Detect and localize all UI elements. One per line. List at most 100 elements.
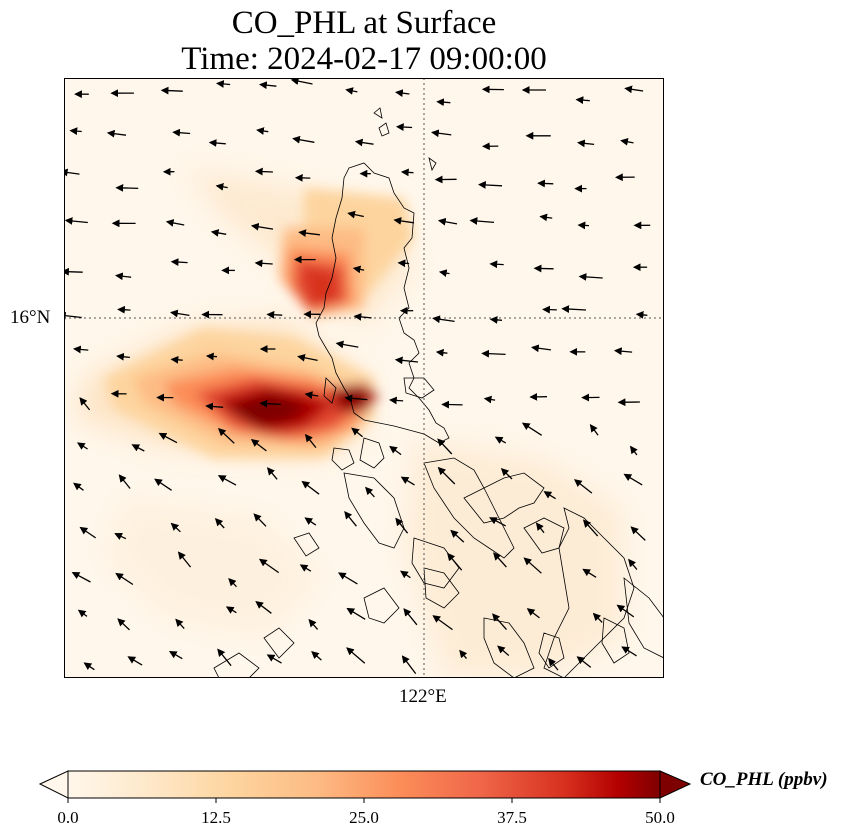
- wind-arrow: [394, 356, 419, 365]
- wind-arrow: [217, 475, 237, 486]
- wind-arrow: [483, 395, 496, 404]
- wind-arrow: [616, 604, 635, 618]
- wind-arrow: [71, 571, 91, 583]
- wind-arrow: [630, 526, 646, 541]
- wind-arrow: [259, 399, 281, 408]
- wind-arrow: [255, 601, 272, 614]
- wind-arrow: [400, 476, 415, 486]
- wind-arrow: [537, 179, 554, 188]
- wind-arrow: [389, 396, 404, 405]
- wind-arrow: [172, 128, 191, 137]
- wind-arrow: [64, 217, 88, 225]
- colorbar-tick-marks: [67, 798, 661, 803]
- wind-arrow: [301, 480, 320, 495]
- coastlines: [213, 107, 664, 678]
- wind-arrow: [469, 217, 495, 225]
- wind-arrow: [214, 518, 225, 529]
- wind-arrow: [106, 129, 127, 138]
- wind-arrow: [225, 606, 237, 614]
- wind-arrow: [624, 85, 644, 94]
- wind-arrow: [115, 272, 132, 281]
- wind-arrow: [395, 89, 410, 98]
- wind-arrow: [116, 352, 130, 361]
- wind-arrow: [344, 510, 357, 527]
- wind-arrow: [395, 123, 413, 131]
- wind-arrow: [353, 313, 372, 321]
- wind-arrow: [437, 466, 456, 485]
- wind-arrow: [175, 618, 185, 629]
- wind-arrow: [621, 646, 637, 657]
- wind-arrow: [259, 81, 277, 90]
- wind-arrow: [542, 305, 557, 314]
- wind-arrow: [497, 645, 510, 656]
- wind-arrow: [582, 568, 597, 578]
- wind-arrow: [577, 221, 590, 230]
- wind-arrow: [481, 349, 506, 358]
- wind-arrow: [521, 422, 543, 436]
- wind-arrow: [578, 273, 603, 281]
- wind-arrow: [403, 608, 418, 626]
- colorbar-extend-max: [659, 770, 692, 799]
- wind-arrow: [489, 517, 507, 527]
- wind-arrow: [77, 609, 88, 618]
- wind-arrow: [573, 479, 593, 494]
- wind-arrow: [117, 305, 131, 314]
- wind-arrow: [535, 522, 545, 534]
- lon-tick-label: 122°E: [399, 686, 447, 707]
- wind-arrow: [400, 168, 414, 177]
- wind-arrow: [432, 315, 455, 324]
- wind-arrow: [250, 439, 267, 452]
- wind-arrow: [217, 648, 232, 667]
- wind-arrow: [620, 137, 634, 146]
- wind-arrow: [523, 557, 542, 574]
- wind-arrow: [118, 474, 131, 489]
- wind-arrow: [168, 650, 183, 660]
- wind-arrow: [115, 572, 134, 586]
- colorbar-gradient: [67, 770, 661, 799]
- wind-arrow: [395, 517, 409, 534]
- wind-arrow: [539, 213, 553, 222]
- wind-arrow: [437, 217, 458, 226]
- wind-arrow: [114, 532, 127, 541]
- wind-arrow: [582, 519, 599, 537]
- wind-arrow: [543, 491, 556, 500]
- map-title-line1: CO_PHL at Surface: [231, 5, 497, 41]
- wind-arrow: [335, 340, 359, 349]
- wind-arrow: [304, 391, 319, 399]
- wind-arrow: [623, 473, 643, 486]
- wind-arrow: [450, 529, 465, 543]
- gridlines: [64, 78, 664, 678]
- wind-arrow: [576, 656, 592, 668]
- wind-arrow: [492, 613, 507, 631]
- wind-arrow: [629, 445, 638, 456]
- wind-arrow: [304, 517, 317, 526]
- wind-arrow: [228, 577, 237, 588]
- colorbar: [38, 770, 692, 803]
- wind-arrow: [158, 432, 178, 444]
- wind-arrow: [344, 394, 368, 403]
- wind-arrow: [127, 656, 143, 666]
- wind-arrow: [266, 467, 278, 480]
- wind-arrow: [436, 98, 451, 107]
- wind-arrow: [494, 436, 507, 444]
- wind-arrow: [575, 96, 590, 105]
- wind-arrow: [354, 138, 374, 147]
- wind-arrow: [401, 655, 417, 674]
- wind-arrow: [165, 219, 185, 227]
- wind-arrow: [635, 311, 648, 319]
- map-panel: [64, 78, 664, 678]
- wind-arrow: [254, 259, 273, 268]
- wind-arrow: [205, 352, 218, 361]
- wind-arrow: [526, 608, 540, 619]
- wind-arrow: [215, 183, 228, 191]
- wind-arrow: [160, 86, 183, 95]
- wind-arrow: [435, 348, 448, 357]
- wind-arrow: [170, 258, 188, 266]
- wind-arrow: [254, 167, 273, 176]
- wind-arrow: [83, 662, 95, 671]
- wind-arrow: [438, 269, 450, 277]
- wind-arrow: [76, 442, 88, 450]
- wind-arrow: [298, 229, 320, 237]
- wind-arrow: [628, 558, 638, 570]
- wind-arrow: [389, 445, 402, 456]
